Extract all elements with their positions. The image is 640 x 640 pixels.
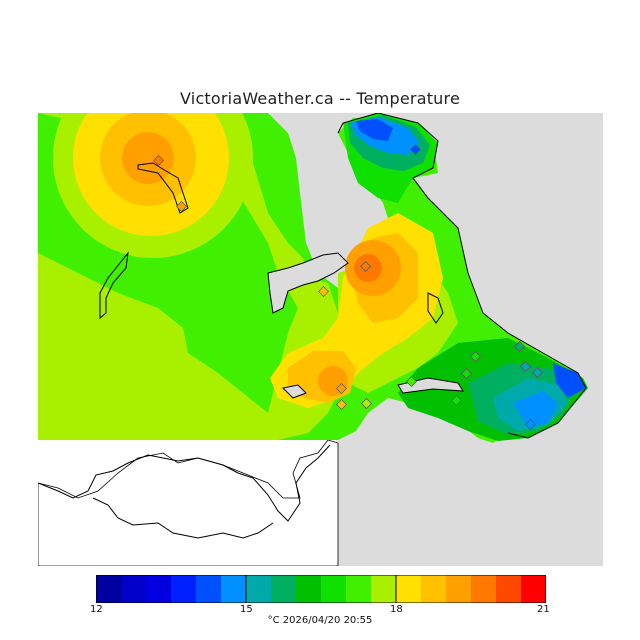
legend-swatch <box>96 575 122 603</box>
cold-peninsula-deep <box>553 363 586 398</box>
station-marker[interactable] <box>525 419 536 430</box>
olympic-peninsula-coast <box>38 439 339 566</box>
inlet-outline <box>267 252 349 314</box>
coastline <box>38 444 331 522</box>
legend-swatch <box>146 575 172 603</box>
temperature-map[interactable] <box>38 113 603 566</box>
land-lime <box>38 113 338 440</box>
legend-swatch <box>171 575 197 603</box>
legend-swatch <box>346 575 372 603</box>
legend-swatch <box>121 575 147 603</box>
legend-swatch <box>421 575 447 603</box>
legend-swatch <box>446 575 472 603</box>
coastline-south <box>92 497 274 539</box>
station-marker[interactable] <box>461 368 472 379</box>
legend-swatch <box>396 575 422 603</box>
legend-swatch <box>221 575 247 603</box>
legend-tick: 18 <box>390 604 403 615</box>
legend-swatch <box>271 575 297 603</box>
legend-swatch <box>296 575 322 603</box>
warm-zone-northwest-orange <box>122 132 174 184</box>
legend-swatch <box>521 575 546 603</box>
station-marker[interactable] <box>336 383 347 394</box>
cold-peninsula-blue <box>513 391 558 427</box>
legend-swatch <box>196 575 222 603</box>
station-marker[interactable] <box>406 376 417 387</box>
legend-swatch <box>471 575 497 603</box>
station-marker[interactable] <box>410 144 421 155</box>
legend-swatch <box>321 575 347 603</box>
legend-swatch <box>371 575 397 603</box>
legend-caption: °C 2026/04/20 20:55 <box>267 615 373 626</box>
cold-island-blue <box>356 119 393 141</box>
legend-tick: 12 <box>90 604 103 615</box>
legend-swatch <box>496 575 522 603</box>
station-marker[interactable] <box>176 201 187 212</box>
legend-swatch <box>246 575 272 603</box>
station-markers <box>153 144 543 430</box>
station-marker[interactable] <box>520 361 531 372</box>
station-marker[interactable] <box>336 399 347 410</box>
station-marker[interactable] <box>470 351 481 362</box>
station-marker[interactable] <box>514 341 525 352</box>
station-marker[interactable] <box>360 261 371 272</box>
station-marker[interactable] <box>153 155 164 166</box>
station-marker[interactable] <box>361 398 372 409</box>
island-outline-northwest <box>137 162 189 214</box>
station-marker[interactable] <box>532 367 543 378</box>
legend-tick: 15 <box>240 604 253 615</box>
island-outline-west <box>99 251 129 320</box>
legend-tick: 21 <box>537 604 550 615</box>
island-outline-harbour <box>427 292 444 324</box>
map-title: VictoriaWeather.ca -- Temperature <box>180 89 460 108</box>
lake-outline <box>281 384 307 399</box>
station-marker[interactable] <box>318 286 329 297</box>
temperature-legend <box>96 575 546 603</box>
eastern-coast-outline <box>337 113 587 439</box>
station-marker[interactable] <box>451 395 462 406</box>
